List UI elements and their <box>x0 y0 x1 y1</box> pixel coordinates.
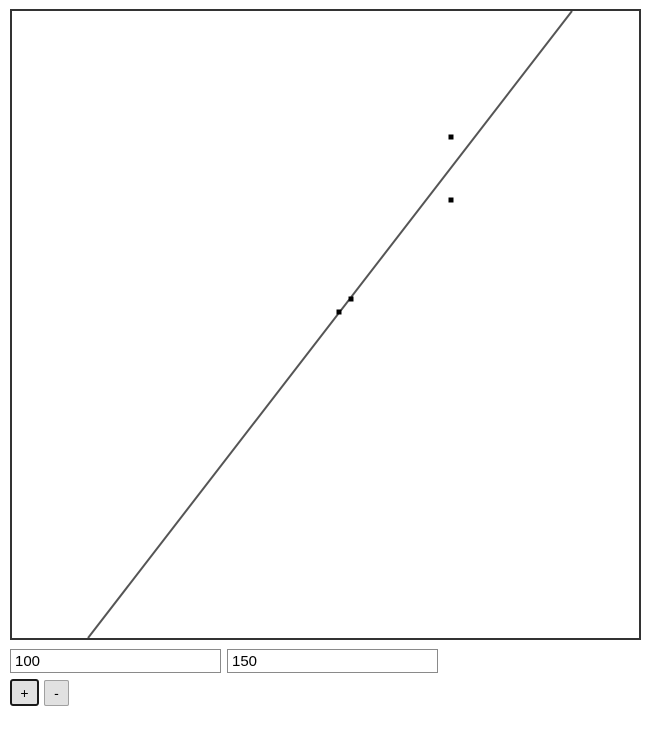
plot-canvas[interactable] <box>10 9 641 640</box>
x-input[interactable] <box>10 649 221 673</box>
buttons-row: + - <box>10 679 69 706</box>
inputs-row <box>10 649 438 673</box>
plot-svg[interactable] <box>12 11 639 638</box>
add-point-button[interactable]: + <box>10 679 39 706</box>
data-point-4 <box>448 134 454 140</box>
data-point-3 <box>448 197 454 203</box>
y-input[interactable] <box>227 649 438 673</box>
data-point-1 <box>336 309 342 315</box>
remove-point-button[interactable]: - <box>44 680 69 706</box>
data-point-2 <box>348 296 354 302</box>
fit-line <box>87 11 573 638</box>
